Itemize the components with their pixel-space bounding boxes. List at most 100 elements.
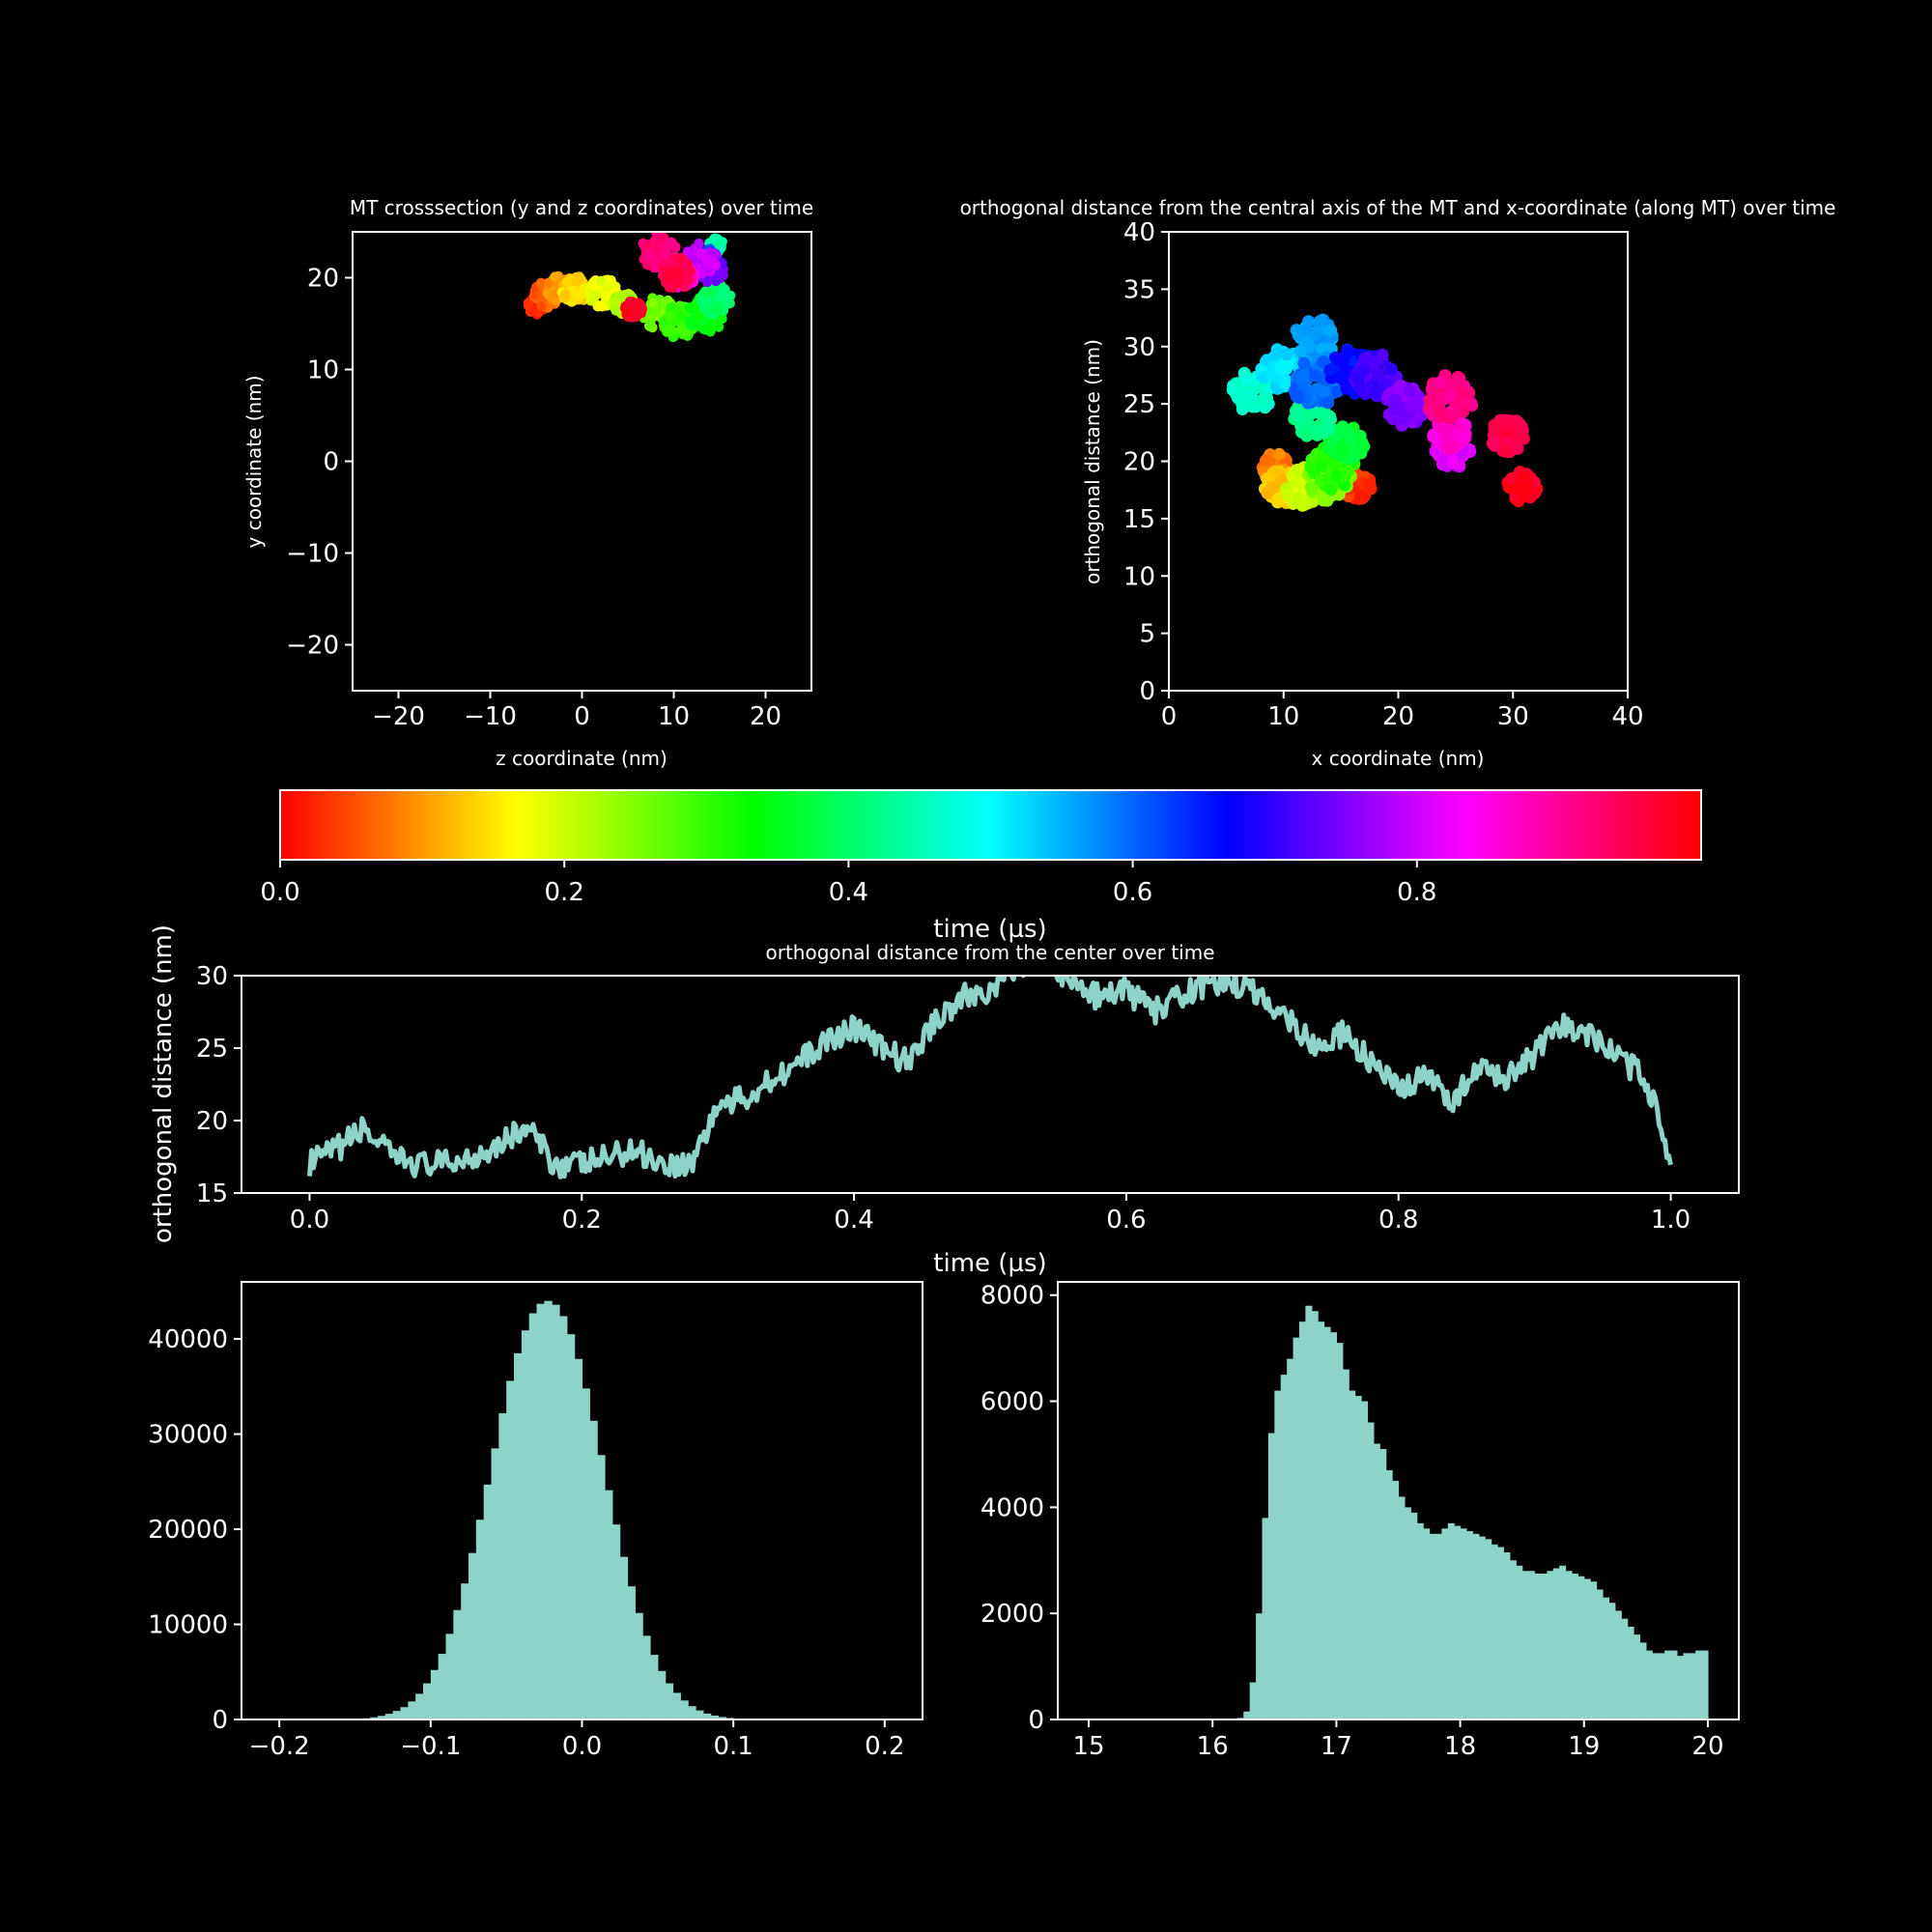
scatter-point [1432,405,1445,418]
y-tick-label: 2000 [980,1600,1044,1629]
scatter-point [1453,375,1466,388]
scatter-point [1341,465,1354,478]
histogram-bar [514,1352,523,1719]
scatter-point [676,253,688,265]
histogram-bar [528,1313,538,1719]
colorbar: 0.0 0.2 0.4 0.6 0.8 time (µs) [260,789,1702,944]
scatter-point [1330,469,1344,483]
scatter-point [649,235,661,245]
colorbar-tick-label: 0.4 [829,878,868,907]
x-tick-label: 1.0 [1651,1206,1690,1235]
x-tick-label: 0 [1161,702,1178,731]
histogram-bar [408,1701,416,1719]
x-tick-label: −0.2 [249,1732,310,1761]
histogram-bar [1596,1589,1604,1719]
histogram-bar [1441,1528,1449,1719]
histogram-bar [1634,1634,1641,1719]
scatter-point [702,276,713,288]
histogram-bar [597,1455,606,1719]
crosssection-title: MT crosssection (y and z coordinates) ov… [350,196,813,219]
scatter-point [1354,383,1368,396]
axial-ticks: 0 10 20 30 40 0 5 10 15 20 25 30 35 40 [1123,218,1644,731]
histogram-bar [1243,1711,1251,1719]
histogram-bar [370,1717,379,1719]
scatter-point [677,311,688,322]
histogram-bar [642,1635,651,1719]
x-tick-label: 0.6 [1106,1206,1146,1235]
scatter-point [1264,369,1278,383]
scatter-point [1516,489,1529,502]
scatter-point [1324,483,1338,497]
crosssection-scatter [523,232,736,343]
scatter-point [1305,453,1319,467]
histogram-bar [1695,1650,1703,1719]
timeseries-ticks: 0.0 0.2 0.4 0.6 0.8 1.0 15 20 25 30 [196,962,1690,1235]
histogram-bar [1404,1507,1411,1719]
scatter-point [685,316,696,327]
y-tick-label: 10 [307,356,339,385]
histogram-bar [696,1710,704,1719]
histogram-bar [1701,1650,1709,1719]
colorbar-tick-label: 0.2 [545,878,584,907]
scatter-point [1358,353,1372,366]
histogram-bar [1658,1653,1665,1719]
axial-panel: orthogonal distance from the central axi… [960,196,1836,770]
scatter-point [1502,413,1516,427]
histogram-bar [710,1715,720,1719]
scatter-point [1324,324,1338,337]
scatter-point [665,258,675,269]
scatter-point [668,270,678,281]
scatter-point [1387,402,1401,415]
y-tick-label: 6000 [980,1388,1044,1417]
histogram-bar [392,1711,402,1719]
histogram-bar [506,1380,515,1719]
scatter-point [1334,442,1348,456]
scatter-point [527,305,539,317]
x-tick-label: −0.1 [400,1732,461,1761]
scatter-point [1498,444,1512,458]
histogram-bar [1262,1518,1269,1719]
histogram-bar [1540,1574,1548,1719]
y-tick-label: −10 [286,540,339,569]
scatter-point [1386,412,1400,425]
scatter-point [1290,409,1303,422]
axial-ylabel: orthogonal distance (nm) [1081,339,1104,584]
colorbar-tick-label: 0.6 [1113,878,1152,907]
scatter-point [1488,439,1501,452]
x-tick-label: 16 [1197,1732,1229,1761]
histogram-bar [1342,1369,1350,1719]
x-tick-label: 10 [1267,702,1299,731]
histogram-bar [1460,1528,1467,1719]
scatter-point [668,326,678,336]
colorbar-gradient [279,789,1702,861]
histogram-bar [453,1609,462,1719]
histogram-bar [1280,1375,1288,1719]
scatter-point [641,240,653,251]
histogram-bar [445,1634,454,1719]
scatter-point [1292,328,1305,342]
histogram-1-ticks: −0.2 −0.1 0.0 0.1 0.2 0 10000 20000 30000 40000 [148,1325,904,1761]
histogram-bar [1516,1565,1523,1719]
histogram-bar [423,1683,432,1719]
histogram-bar [702,1713,712,1719]
scatter-point [1403,401,1416,414]
timeseries-title: orthogonal distance from the center over… [765,941,1214,964]
x-tick-label: 0.4 [834,1206,873,1235]
x-tick-label: −20 [372,702,425,731]
y-tick-label: 8000 [980,1282,1044,1311]
histogram-bar [1305,1305,1313,1719]
x-tick-label: 0 [574,702,590,731]
y-tick-label: 0 [323,448,339,477]
histogram-bar [1354,1396,1362,1719]
scatter-point [702,297,714,307]
scatter-point [1505,471,1519,485]
histogram-bar [1298,1321,1306,1719]
scatter-point [1513,427,1526,440]
scatter-point [1341,345,1354,358]
scatter-point [1308,328,1321,342]
scatter-point [1296,379,1310,392]
scatter-point [628,306,639,318]
scatter-point [648,298,659,309]
histogram-bar [378,1716,386,1719]
histogram-bar [1645,1650,1653,1719]
